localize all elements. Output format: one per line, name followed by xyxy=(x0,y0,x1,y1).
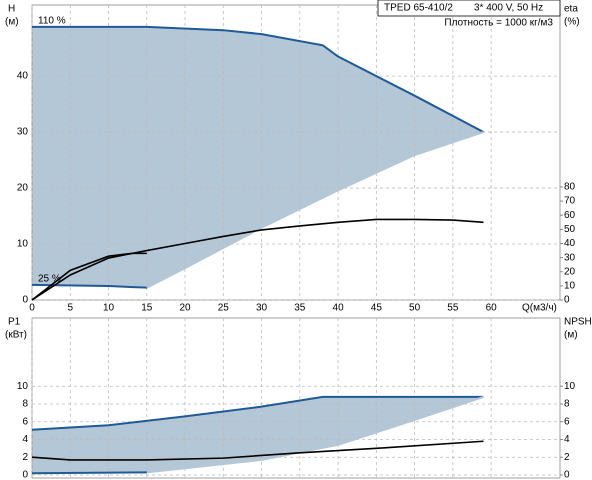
y2-tick-label: 0 xyxy=(564,295,570,306)
x-tick-label: 35 xyxy=(294,303,306,314)
x-tick-label: 55 xyxy=(447,303,459,314)
x-tick-label: 5 xyxy=(67,303,73,314)
y2-axis-unit: (%) xyxy=(564,17,580,28)
y2-tick-label: 20 xyxy=(564,266,576,277)
series-line xyxy=(31,218,484,301)
y-tick-label: 8 xyxy=(22,399,28,410)
operating-range xyxy=(32,26,484,288)
y-tick-label: 10 xyxy=(17,381,29,392)
y2-tick-label: 0 xyxy=(564,470,570,480)
series-line xyxy=(31,252,147,301)
x-tick-label: 15 xyxy=(141,303,153,314)
y-tick-label: 20 xyxy=(17,183,29,194)
x-tick-label: 60 xyxy=(486,303,498,314)
y2-tick-label: 50 xyxy=(564,224,576,235)
x-tick-label: 45 xyxy=(371,303,383,314)
y2-axis-unit: (м) xyxy=(564,330,578,341)
series-line xyxy=(146,395,484,474)
y2-tick-label: 40 xyxy=(564,238,576,249)
header-box xyxy=(377,0,561,17)
y-tick-label: 2 xyxy=(22,452,28,463)
foreground-layer: 0 5 10 15 20 25 30 35 40 45 50 55 600102030400102030… xyxy=(5,4,592,480)
x-tick-label: 20 xyxy=(179,303,191,314)
x-tick-label: 50 xyxy=(409,303,421,314)
x-axis-label: Q(м3/ч) xyxy=(522,303,557,314)
x-tick-label: 25 xyxy=(218,303,230,314)
y-tick-label: 0 xyxy=(22,470,28,480)
supply: 3* 400 V, 50 Hz xyxy=(474,3,543,14)
y-tick-label: 30 xyxy=(17,127,29,138)
series-line xyxy=(31,395,484,431)
y2-tick-label: 10 xyxy=(564,281,576,292)
y-axis-label: P1 xyxy=(8,317,21,328)
y-tick-label: 40 xyxy=(17,71,29,82)
y2-axis-label: NPSH xyxy=(564,317,592,328)
y2-tick-label: 2 xyxy=(564,452,570,463)
series-line xyxy=(32,25,484,133)
model: TPED 65-410/2 xyxy=(384,3,453,14)
x-tick-label: 10 xyxy=(103,303,115,314)
series-line xyxy=(31,471,147,475)
y2-tick-label: 70 xyxy=(564,196,576,207)
y-axis-label: H xyxy=(8,4,15,15)
y-axis-unit: (м) xyxy=(5,17,19,28)
y2-axis-label: eta xyxy=(564,4,578,15)
y-tick-label: 4 xyxy=(22,434,28,445)
y-tick-label: 6 xyxy=(22,416,28,427)
y2-tick-label: 4 xyxy=(564,434,570,445)
density: Плотность = 1000 кг/м3 xyxy=(444,18,553,29)
background-layer xyxy=(31,4,563,479)
operating-range xyxy=(32,396,484,474)
series-label: 25 % xyxy=(38,274,61,285)
y2-tick-label: 8 xyxy=(564,399,570,410)
x-tick-label: 40 xyxy=(333,303,345,314)
series-line xyxy=(31,283,147,289)
x-tick-label: 30 xyxy=(256,303,268,314)
y2-tick-label: 80 xyxy=(564,182,576,193)
y2-tick-label: 30 xyxy=(564,252,576,263)
x-tick-label: 0 xyxy=(29,303,35,314)
series-line xyxy=(146,131,484,289)
y-tick-label: 0 xyxy=(22,295,28,306)
y2-tick-label: 6 xyxy=(564,416,570,427)
series-label: 110 % xyxy=(38,15,66,26)
y-tick-label: 10 xyxy=(17,239,29,250)
series-line xyxy=(31,440,484,461)
y-axis-unit: (кВт) xyxy=(5,330,27,341)
y2-tick-label: 60 xyxy=(564,210,576,221)
y2-tick-label: 10 xyxy=(564,381,576,392)
